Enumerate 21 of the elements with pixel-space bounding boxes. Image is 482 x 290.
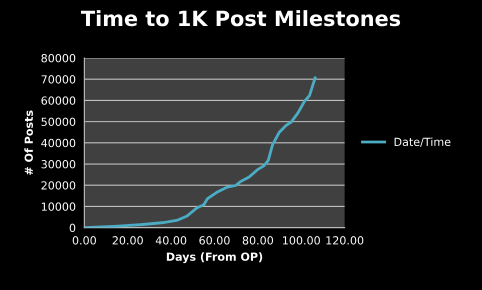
y-tick-label: 50000 (42, 118, 76, 126)
x-tick-label: 100.00 (283, 236, 320, 245)
x-tick-label: 20.00 (112, 236, 143, 245)
y-tick-label: 40000 (41, 138, 76, 148)
y-tick-label: 0 (70, 224, 76, 232)
x-tick-label: 80.00 (242, 236, 274, 245)
x-tick-label: 40.00 (156, 236, 186, 245)
y-tick-label: 30000 (42, 160, 76, 168)
y-axis-title: # Of Posts (24, 110, 33, 175)
y-tick-label: 60000 (41, 96, 76, 105)
legend-label: Date/Time (394, 137, 450, 147)
y-tick-label: 70000 (42, 75, 76, 84)
line-series (84, 76, 317, 228)
x-tick-label: 60.00 (199, 236, 230, 245)
y-tick-label: 10000 (42, 202, 76, 211)
x-tick-label: 0.00 (72, 236, 96, 245)
chart-title: Time to 1K Post Milestones (80, 10, 400, 26)
x-axis-title: Days (From OP) (166, 252, 262, 264)
x-tick-label: 120.00 (326, 236, 364, 245)
y-tick-label: 20000 (41, 181, 76, 190)
y-tick-label: 80000 (41, 54, 76, 62)
